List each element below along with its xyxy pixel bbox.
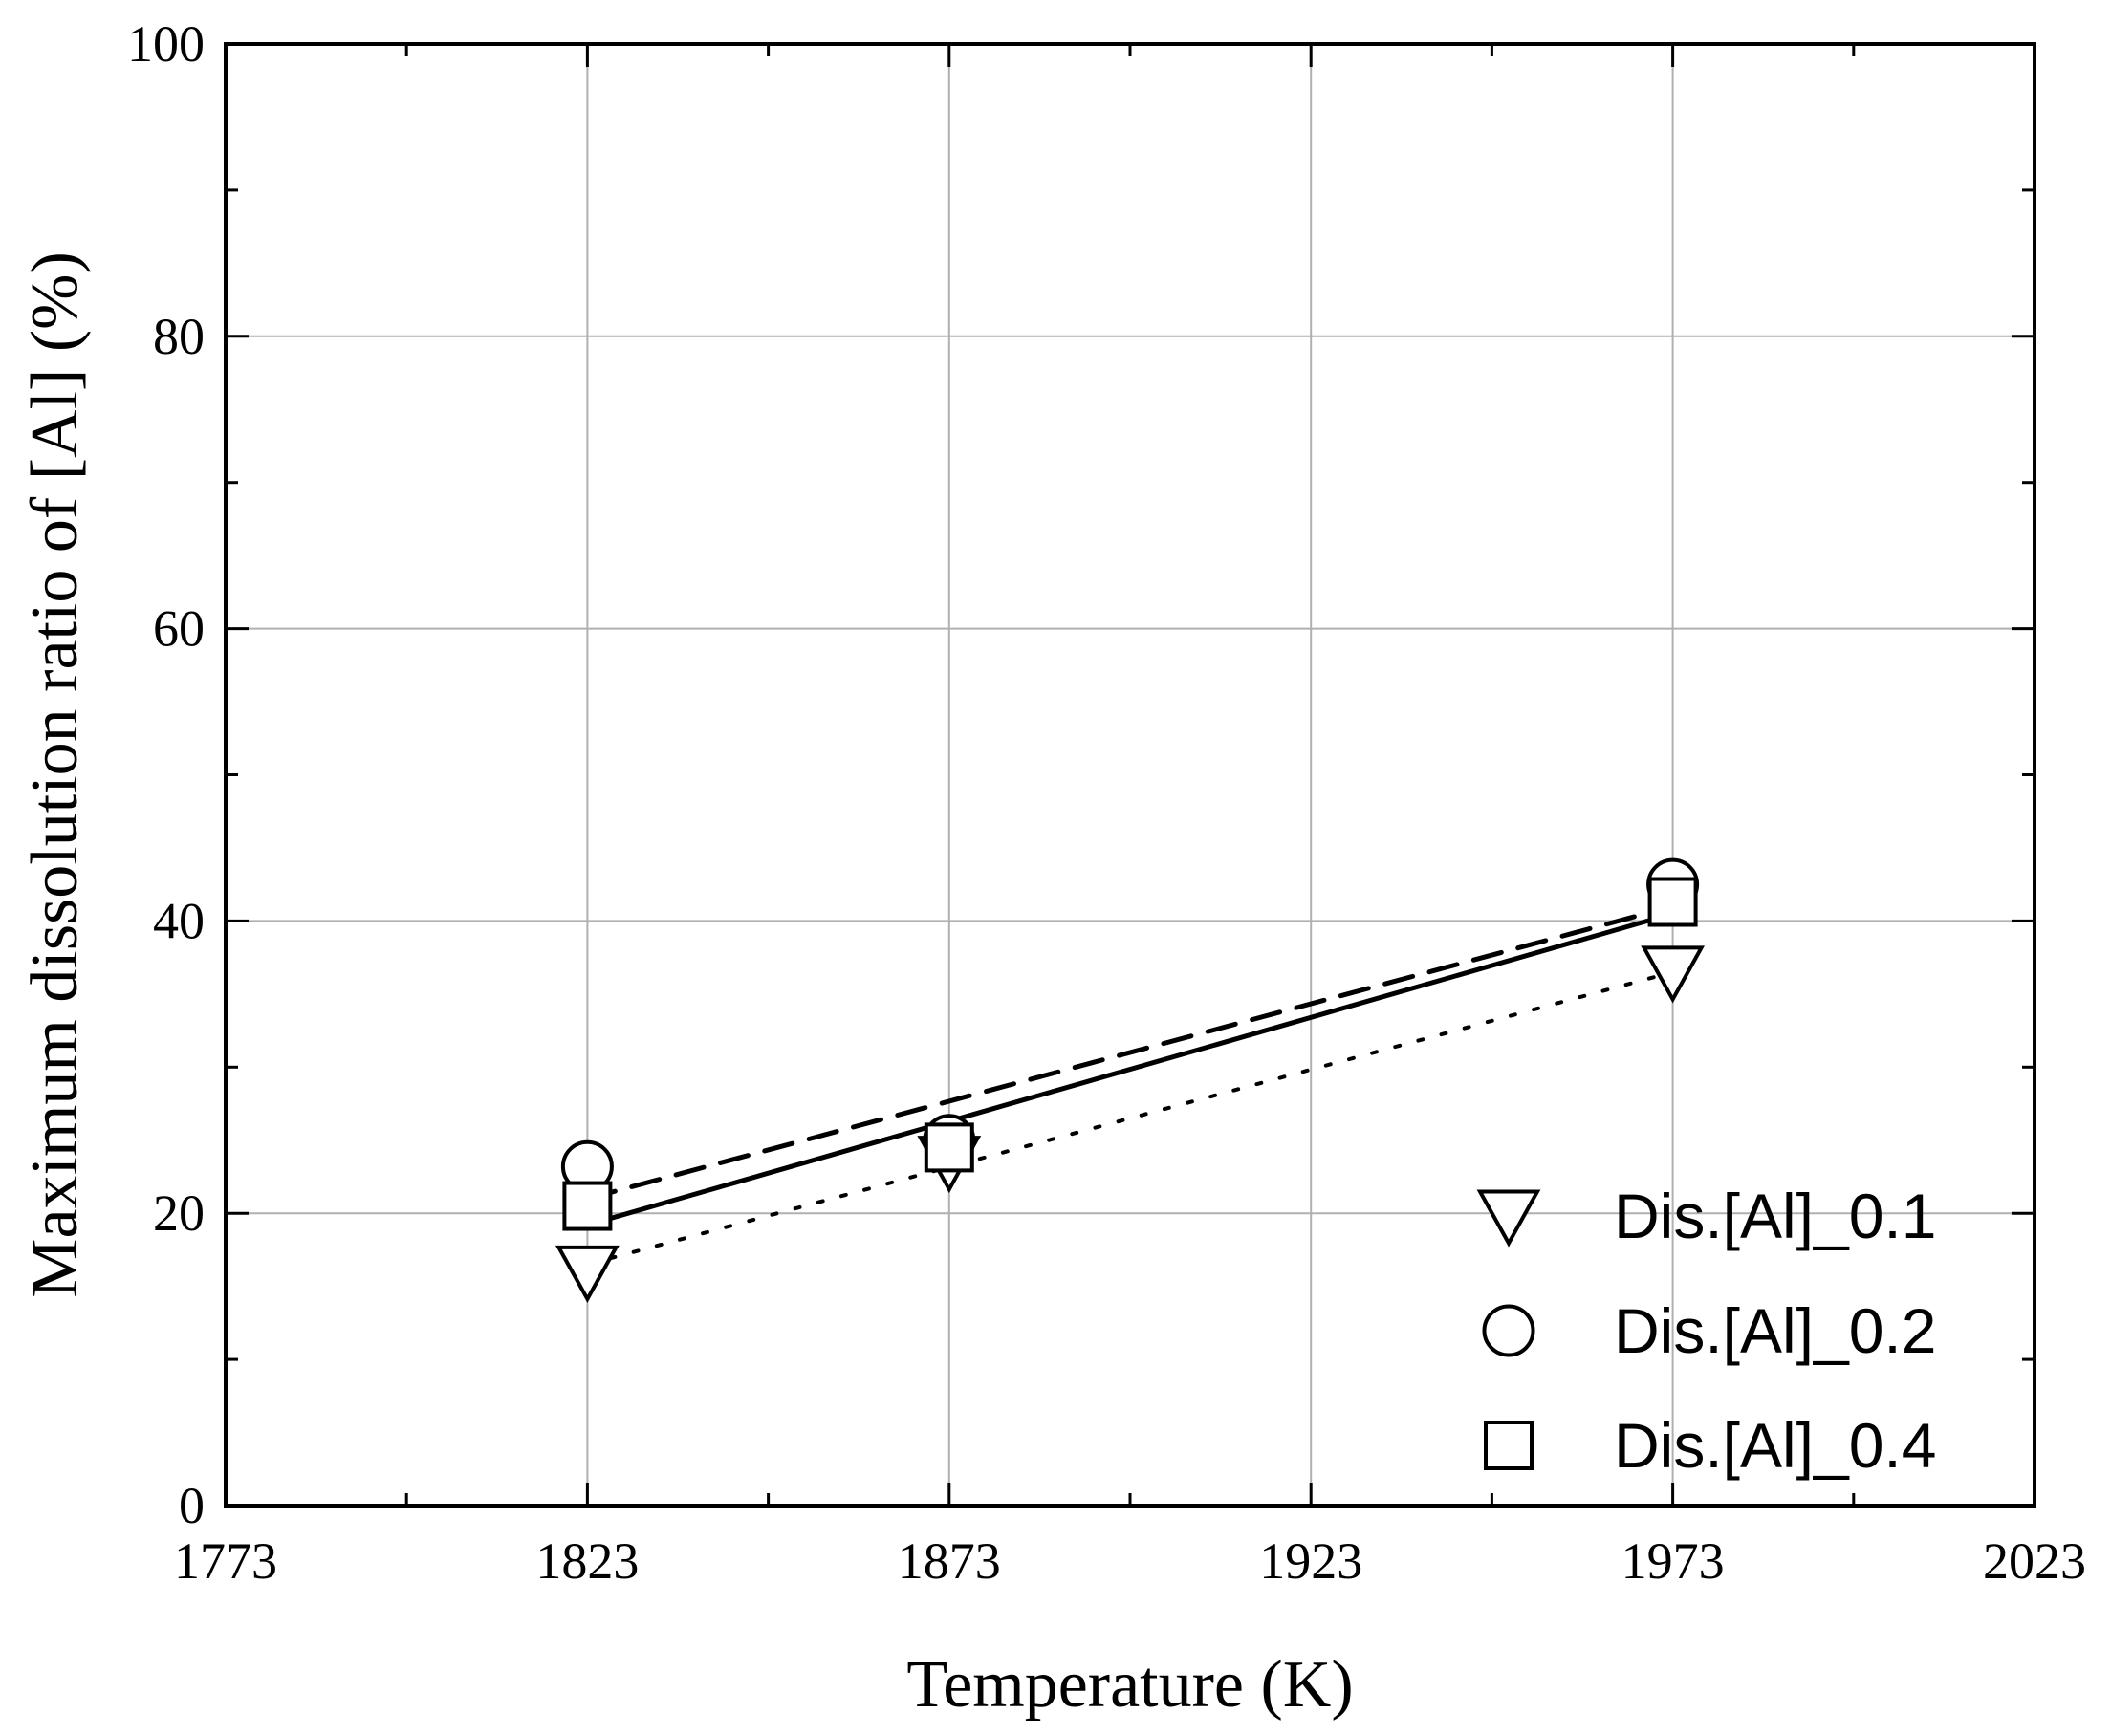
marker-triangle-down	[555, 1245, 620, 1303]
marker-triangle-down	[1641, 945, 1705, 1004]
legend-label: Dis.[Al]_0.2	[1614, 1295, 1936, 1366]
legend: Dis.[Al]_0.1 Dis.[Al]_0.2 Dis.[Al]_0.4	[1476, 1181, 1936, 1481]
marker-square	[924, 1122, 974, 1173]
x-tick-label: 1923	[1259, 1532, 1362, 1590]
legend-item-2: Dis.[Al]_0.4	[1484, 1410, 1936, 1481]
x-tick-label: 2023	[1983, 1532, 2086, 1590]
legend-item-1: Dis.[Al]_0.2	[1482, 1295, 1936, 1366]
legend-label: Dis.[Al]_0.1	[1614, 1181, 1936, 1251]
fit-line-dotted	[585, 969, 1675, 1267]
y-tick-labels: 0 20 40 60 80 100	[127, 15, 205, 1534]
x-tick-label: 1773	[174, 1532, 277, 1590]
grid	[226, 44, 2035, 1506]
x-tick-label: 1973	[1621, 1532, 1725, 1590]
y-tick-label: 0	[179, 1477, 205, 1534]
y-tick-label: 100	[127, 15, 205, 73]
fit-line-solid	[584, 911, 1676, 1227]
legend-circle-icon	[1482, 1304, 1535, 1357]
x-axis-title: Temperature (K)	[906, 1648, 1353, 1722]
y-tick-label: 40	[153, 892, 205, 949]
y-tick-label: 60	[153, 600, 205, 658]
y-tick-label: 80	[153, 308, 205, 365]
data-markers	[555, 857, 1705, 1303]
x-tick-labels: 1773 1823 1873 1923 1973 2023	[174, 1532, 2086, 1590]
legend-item-0: Dis.[Al]_0.1	[1476, 1181, 1936, 1251]
x-tick-label: 1823	[535, 1532, 639, 1590]
fit-line-dashed	[584, 903, 1676, 1202]
legend-label: Dis.[Al]_0.4	[1614, 1410, 1936, 1481]
axis-ticks	[224, 42, 2036, 1508]
legend-marker-shape	[1482, 1304, 1535, 1357]
fit-lines	[584, 903, 1676, 1267]
legend-triangle-down-icon	[1476, 1189, 1541, 1248]
legend-square-icon	[1484, 1421, 1534, 1470]
legend-marker-shape	[1476, 1189, 1541, 1248]
marker-square	[1647, 877, 1698, 927]
marker-square	[562, 1181, 613, 1231]
legend-marker-shape	[1484, 1421, 1534, 1470]
y-axis-title: Maximum dissolution ratio of [Al] (%)	[18, 251, 92, 1298]
y-tick-label: 20	[153, 1184, 205, 1242]
x-tick-label: 1873	[898, 1532, 1001, 1590]
plot-frame	[224, 42, 2036, 1508]
